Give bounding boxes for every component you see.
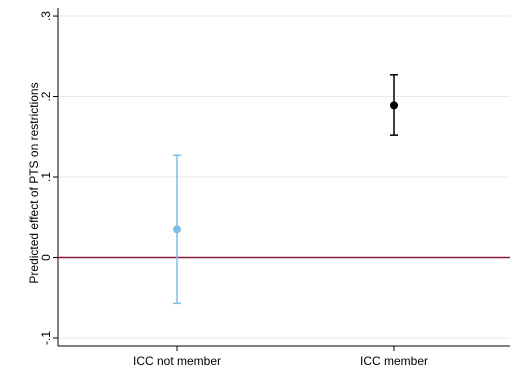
gridlines xyxy=(58,15,510,339)
x-tick-label: ICC member xyxy=(360,354,428,368)
y-axis-title: Predicted effect of PTS on restrictions xyxy=(27,82,41,283)
point-estimate-1 xyxy=(390,101,398,110)
axes: -.1 0 .1 .2 .3 ICC not member ICC member xyxy=(39,8,510,368)
y-tick-label: .1 xyxy=(39,172,53,182)
y-tick-label: .3 xyxy=(39,11,53,21)
y-tick-label: -.1 xyxy=(39,331,53,345)
y-tick-label: .2 xyxy=(39,91,53,101)
data-marks xyxy=(173,74,398,305)
point-estimate-0 xyxy=(173,225,181,234)
x-tick-label: ICC not member xyxy=(133,354,221,368)
y-tick-label: 0 xyxy=(39,254,53,261)
